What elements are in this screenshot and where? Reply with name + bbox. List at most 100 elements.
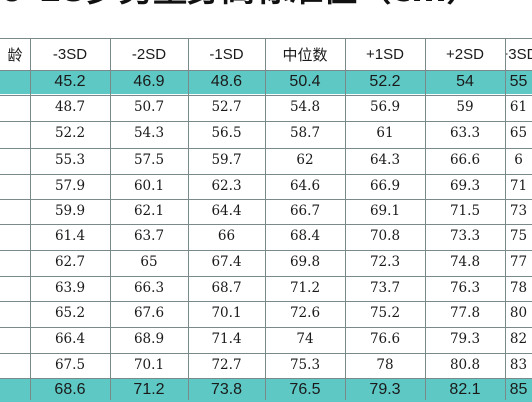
table-cell: 65.2 xyxy=(54,305,86,321)
table-cell: 68.7 xyxy=(211,280,242,296)
table-cell: 66.7 xyxy=(289,203,321,219)
table-cell: 54.8 xyxy=(289,99,321,115)
table-cell xyxy=(0,95,30,119)
table-cell: 54 xyxy=(456,73,474,90)
table-cell: 70.1 xyxy=(133,357,165,373)
table-cell: 62.7 xyxy=(54,254,86,270)
table-cell: 58.7 xyxy=(289,125,321,141)
table-cell: 71.2 xyxy=(133,381,165,398)
table-cell: 76.5 xyxy=(289,381,321,398)
row-divider xyxy=(0,148,532,149)
table-cell: 68.4 xyxy=(289,228,321,244)
table-cell: 75.3 xyxy=(289,357,321,373)
table-cell xyxy=(0,121,30,145)
table-cell: 65 xyxy=(509,125,528,141)
column-header: -2SD xyxy=(131,45,167,63)
table-row: 67.5 70.1 72.7 75.3 78 80.8 83 xyxy=(0,353,532,377)
table-row: 65.2 67.6 70.1 72.6 75.2 77.8 80 xyxy=(0,301,532,325)
row-divider xyxy=(0,353,532,354)
table-cell: 73.7 xyxy=(369,280,401,296)
table-cell: 73.8 xyxy=(210,381,243,398)
table-row: 68.6 71.2 73.8 76.5 79.3 82.1 85 xyxy=(0,378,532,402)
page-title: 0-18岁男童身高标准值（cm） xyxy=(0,0,532,10)
table-row: 61.4 63.7 66 68.4 70.8 73.3 75 xyxy=(0,224,532,248)
table-cell: 71.4 xyxy=(211,331,242,347)
table-cell: 59.7 xyxy=(211,152,242,168)
table-cell: 62 xyxy=(296,152,314,168)
row-divider xyxy=(0,276,532,277)
table-cell: 79.3 xyxy=(449,331,481,347)
column-divider xyxy=(188,38,189,400)
column-header: 龄 xyxy=(7,46,23,64)
table-cell: 67.5 xyxy=(54,357,86,373)
table-cell: 66.6 xyxy=(449,152,481,168)
table-cell: 52.7 xyxy=(211,99,242,115)
table-cell: 48.7 xyxy=(54,99,86,115)
column-header: +3SD xyxy=(505,45,532,63)
table-cell: 82.1 xyxy=(449,381,481,398)
table-cell: 75 xyxy=(509,228,528,244)
table-cell: 67.4 xyxy=(211,254,242,270)
table-cell: 52.2 xyxy=(54,125,86,141)
column-header: -1SD xyxy=(209,45,244,63)
table-cell: 52.2 xyxy=(369,73,401,90)
table-cell: 6 xyxy=(514,152,523,168)
table-cell: 56.9 xyxy=(369,99,401,115)
table-cell: 62.1 xyxy=(133,203,165,219)
table-cell: 64.4 xyxy=(211,203,242,219)
table-cell: 68.6 xyxy=(54,381,86,398)
table-row: 66.4 68.9 71.4 74 76.6 79.3 82 xyxy=(0,327,532,351)
column-divider xyxy=(30,38,31,400)
table-cell xyxy=(0,174,30,198)
column-header: +1SD xyxy=(366,45,404,63)
table-cell: 71 xyxy=(509,178,528,194)
table-cell: 61.4 xyxy=(54,228,86,244)
table-cell: 80 xyxy=(509,305,528,321)
table-cell: 46.9 xyxy=(133,73,165,90)
column-header: 中位数 xyxy=(282,46,328,64)
table-cell: 61 xyxy=(376,125,394,141)
table-cell: 82 xyxy=(509,331,528,347)
table-cell xyxy=(0,327,30,351)
row-divider xyxy=(0,95,532,96)
table-cell: 64.3 xyxy=(369,152,401,168)
table-cell: 61 xyxy=(509,99,528,115)
table-cell: 72.3 xyxy=(369,254,401,270)
table-cell xyxy=(0,148,30,172)
table-cell: 75.2 xyxy=(369,305,401,321)
table-cell: 78 xyxy=(376,357,394,373)
column-divider xyxy=(265,38,266,400)
table-cell: 71.2 xyxy=(289,280,321,296)
table-cell: 78 xyxy=(509,280,528,296)
table-cell: 71.5 xyxy=(449,203,481,219)
table-cell: 69.3 xyxy=(449,178,481,194)
table-cell xyxy=(0,301,30,325)
table-cell: 56.5 xyxy=(211,125,242,141)
table-cell: 66.3 xyxy=(133,280,165,296)
table-cell: 85 xyxy=(509,381,528,398)
table-cell: 45.2 xyxy=(54,73,86,90)
table-row: 45.2 46.9 48.6 50.4 52.2 54 55 xyxy=(0,70,532,94)
table-cell: 73 xyxy=(509,203,528,219)
column-divider xyxy=(345,38,346,400)
table-cell: 55.3 xyxy=(54,152,86,168)
table-cell: 55 xyxy=(509,73,528,90)
table-row: 57.9 60.1 62.3 64.6 66.9 69.3 71 xyxy=(0,174,532,198)
row-divider xyxy=(0,38,532,39)
table-row: 62.7 65 67.4 69.8 72.3 74.8 77 xyxy=(0,250,532,274)
table-cell: 57.9 xyxy=(54,178,86,194)
row-divider xyxy=(0,70,532,71)
table-cell: 73.3 xyxy=(449,228,481,244)
table-row: 59.9 62.1 64.4 66.7 69.1 71.5 73 xyxy=(0,199,532,223)
row-divider xyxy=(0,224,532,225)
table-cell: 76.3 xyxy=(449,280,481,296)
table-cell: 50.4 xyxy=(289,73,321,90)
table-cell: 72.7 xyxy=(211,357,242,373)
table-cell: 70.1 xyxy=(211,305,242,321)
table-cell: 77.8 xyxy=(449,305,481,321)
column-header: -3SD xyxy=(52,45,88,63)
table-cell: 77 xyxy=(509,254,528,270)
table-cell: 63.7 xyxy=(133,228,165,244)
table-row: 52.2 54.3 56.5 58.7 61 63.3 65 xyxy=(0,121,532,145)
